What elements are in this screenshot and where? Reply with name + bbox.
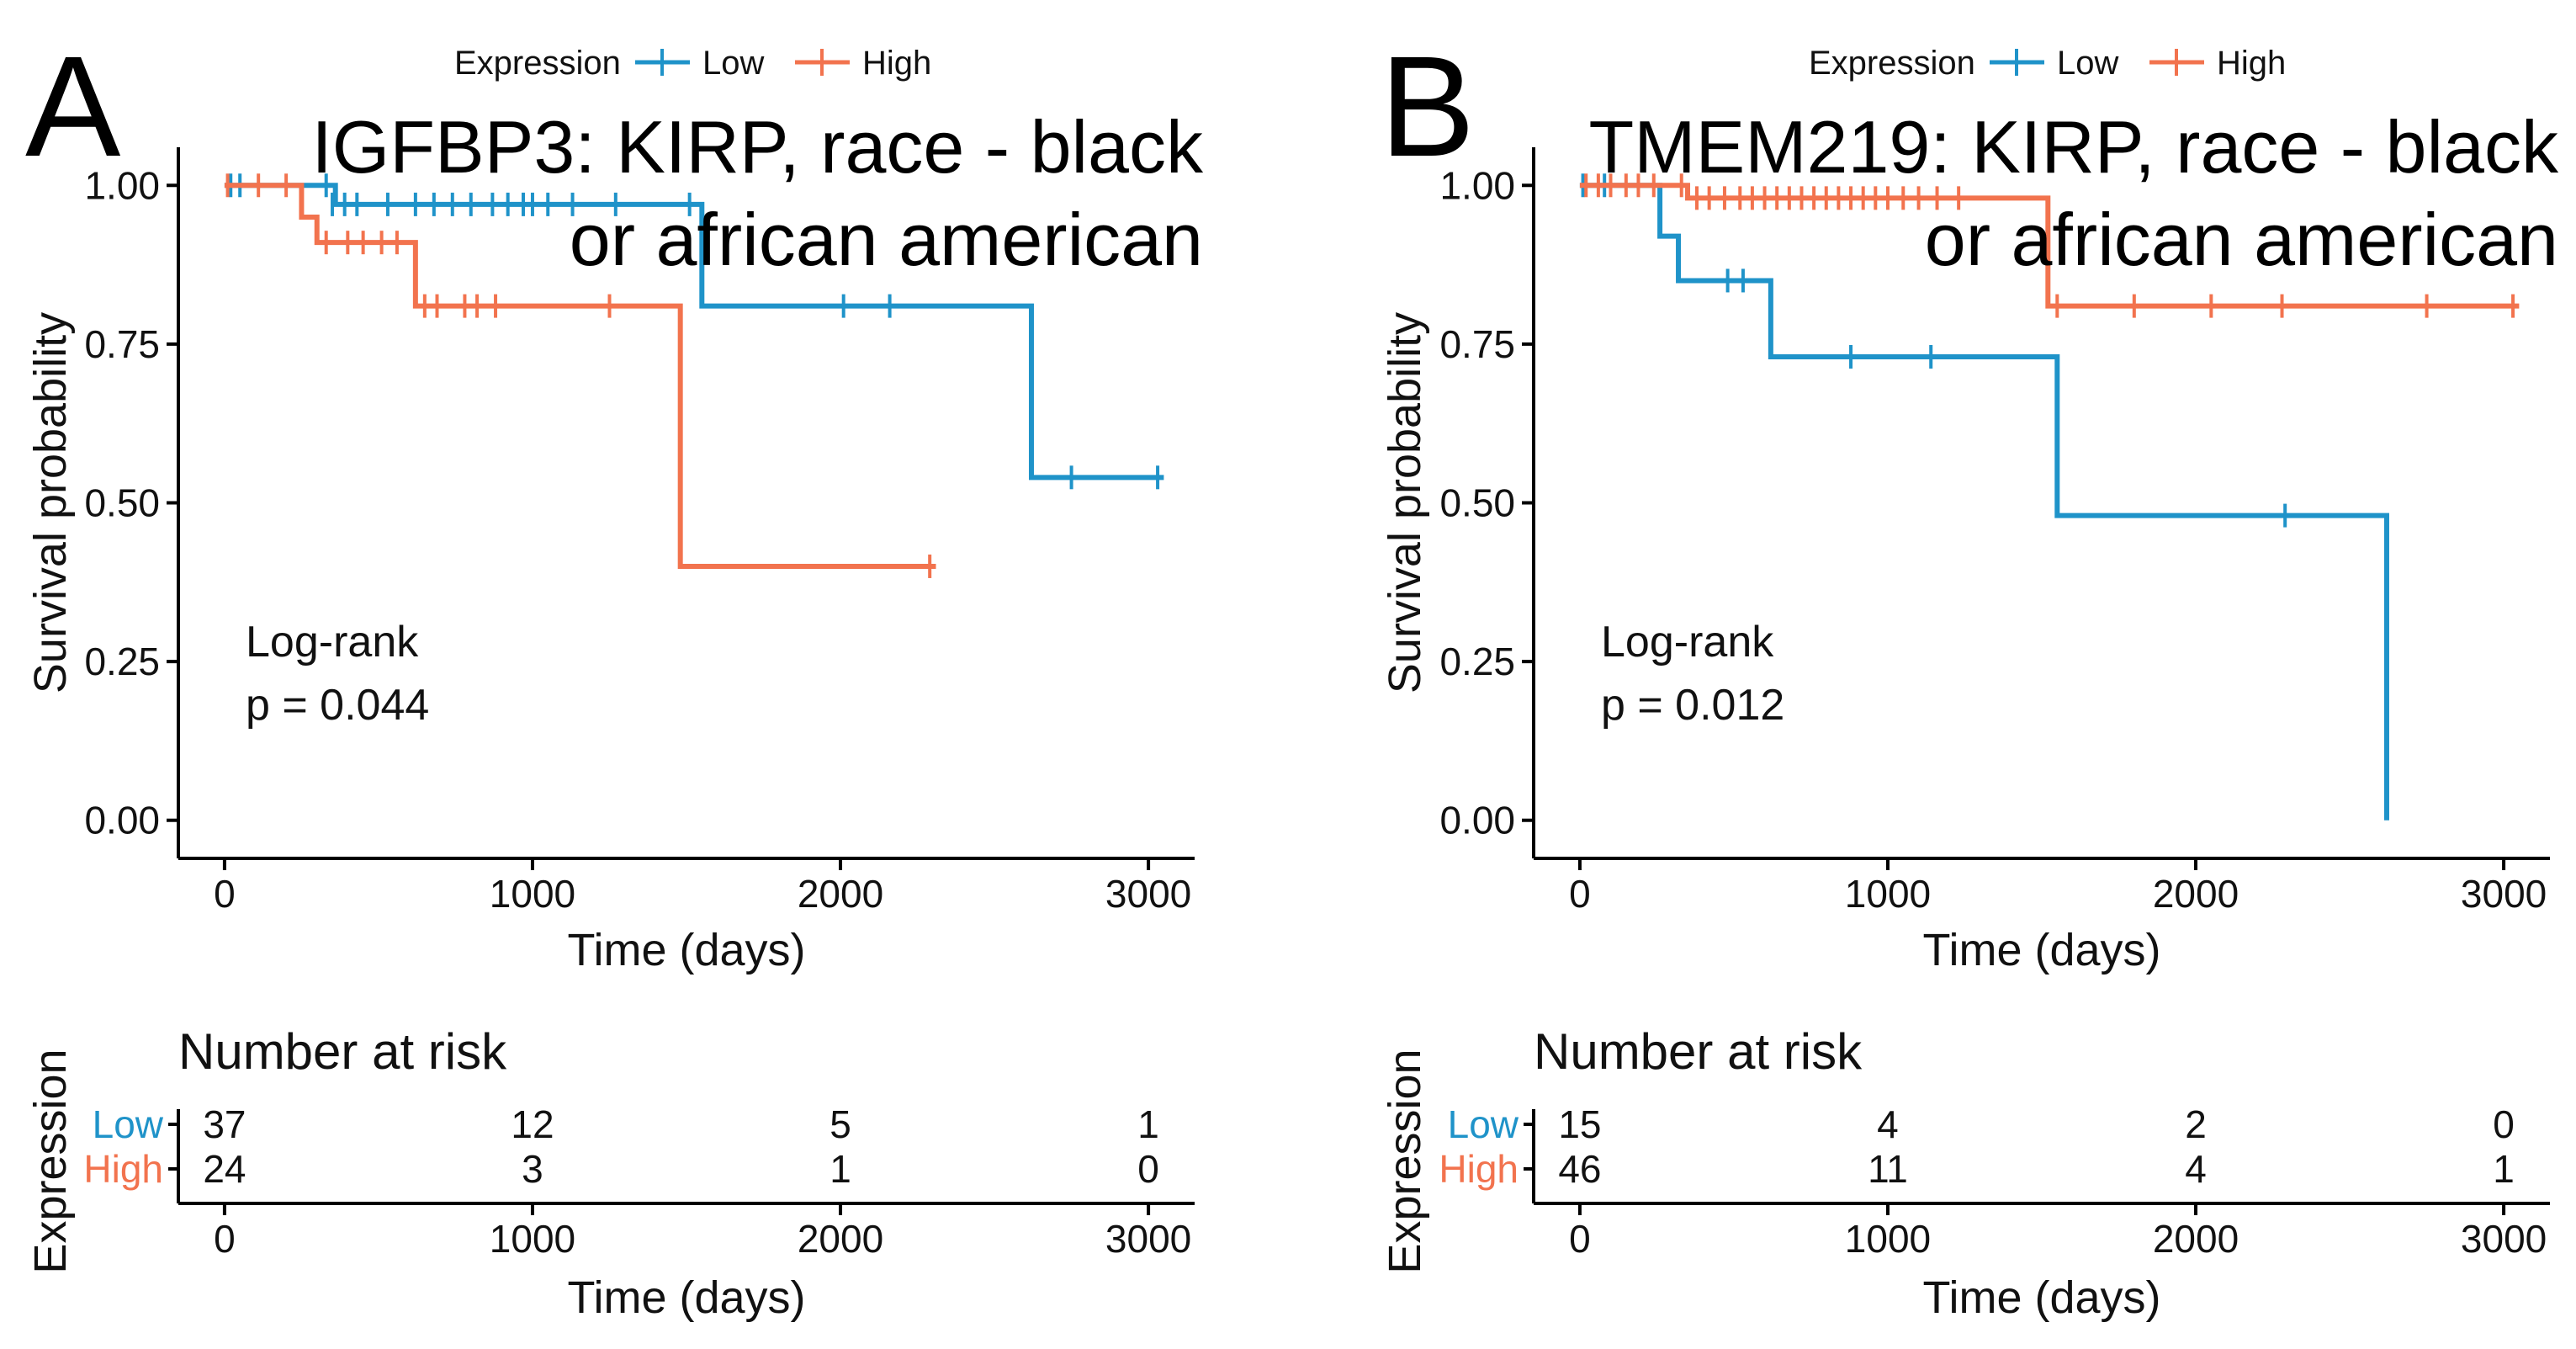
risk-count-low: 5 — [830, 1102, 851, 1146]
risk-count-high: 24 — [203, 1147, 246, 1191]
chart-title-line1: IGFBP3: KIRP, race - black — [311, 105, 1204, 189]
x-axis-label: Time (days) — [567, 925, 805, 975]
y-tick-label: 0.75 — [1439, 322, 1515, 366]
risk-x-axis-label: Time (days) — [1922, 1272, 2160, 1323]
risk-y-axis-label: Expression — [1380, 1049, 1430, 1273]
chart-title-line2: or african american — [1925, 198, 2558, 281]
y-tick-label: 0.00 — [1439, 799, 1515, 842]
risk-count-high: 1 — [2493, 1147, 2515, 1191]
risk-count-low: 1 — [1137, 1102, 1159, 1146]
y-tick-label: 0.50 — [1439, 481, 1515, 525]
logrank-pvalue: p = 0.012 — [1601, 681, 1784, 730]
risk-x-tick-label: 2000 — [2153, 1217, 2239, 1261]
y-tick-label: 1.00 — [84, 163, 160, 207]
x-tick-label: 2000 — [2153, 872, 2239, 916]
risk-count-low: 37 — [203, 1102, 246, 1146]
risk-row-label-low: Low — [1448, 1102, 1519, 1146]
risk-count-high: 46 — [1558, 1147, 1601, 1191]
legend-high-label: High — [862, 45, 931, 82]
risk-count-high: 4 — [2185, 1147, 2207, 1191]
legend-high-label: High — [2217, 45, 2286, 82]
legend-title: Expression — [1809, 45, 1975, 82]
risk-count-low: 15 — [1558, 1102, 1601, 1146]
risk-count-low: 4 — [1877, 1102, 1899, 1146]
x-tick-label: 1000 — [1845, 872, 1931, 916]
risk-x-tick-label: 0 — [214, 1217, 236, 1261]
curve-high — [1579, 183, 2520, 309]
x-tick-label: 3000 — [2461, 872, 2547, 916]
x-tick-label: 0 — [214, 872, 236, 916]
risk-row-label-low: Low — [93, 1102, 164, 1146]
risk-x-tick-label: 1000 — [1845, 1217, 1931, 1261]
x-tick-label: 2000 — [798, 872, 883, 916]
risk-count-low: 0 — [2493, 1102, 2515, 1146]
x-tick-label: 3000 — [1105, 872, 1191, 916]
risk-x-axis-label: Time (days) — [567, 1272, 805, 1323]
chart-title-line1: TMEM219: KIRP, race - black — [1588, 105, 2559, 189]
risk-x-tick-label: 0 — [1569, 1217, 1591, 1261]
legend-low-label: Low — [2057, 45, 2118, 82]
logrank-label: Log-rank — [246, 618, 419, 667]
panel-label: A — [25, 27, 121, 187]
risk-count-high: 0 — [1137, 1147, 1159, 1191]
y-tick-label: 0.25 — [1439, 640, 1515, 683]
risk-x-tick-label: 1000 — [490, 1217, 575, 1261]
risk-table-title: Number at risk — [1534, 1023, 1863, 1080]
y-tick-label: 0.00 — [84, 799, 160, 842]
y-axis-label: Survival probability — [25, 312, 76, 693]
risk-x-tick-label: 2000 — [798, 1217, 883, 1261]
risk-row-label-high: High — [1439, 1147, 1519, 1191]
legend: Expression Low High — [454, 45, 931, 82]
risk-table-title: Number at risk — [178, 1023, 507, 1080]
risk-x-tick-label: 3000 — [1105, 1217, 1191, 1261]
y-axis-label: Survival probability — [1380, 312, 1430, 693]
x-tick-label: 0 — [1569, 872, 1591, 916]
logrank-pvalue: p = 0.044 — [246, 681, 429, 730]
x-tick-label: 1000 — [490, 872, 575, 916]
chart-title-line2: or african american — [570, 198, 1203, 281]
legend-low-label: Low — [702, 45, 764, 82]
risk-count-high: 3 — [522, 1147, 543, 1191]
x-axis-label: Time (days) — [1922, 925, 2160, 975]
legend-title: Expression — [454, 45, 621, 82]
risk-count-high: 1 — [830, 1147, 851, 1191]
y-tick-label: 1.00 — [1439, 163, 1515, 207]
risk-row-label-high: High — [83, 1147, 163, 1191]
y-tick-label: 0.50 — [84, 481, 160, 525]
curve-low — [224, 183, 1164, 481]
risk-count-high: 11 — [1868, 1147, 1908, 1191]
risk-count-low: 2 — [2185, 1102, 2207, 1146]
logrank-label: Log-rank — [1601, 618, 1774, 667]
risk-y-axis-label: Expression — [25, 1049, 76, 1273]
curve-high — [224, 183, 936, 569]
risk-count-low: 12 — [511, 1102, 554, 1146]
legend: Expression Low High — [1809, 45, 2286, 82]
risk-x-tick-label: 3000 — [2461, 1217, 2547, 1261]
y-tick-label: 0.25 — [84, 640, 160, 683]
panel-label: B — [1380, 27, 1475, 187]
y-tick-label: 0.75 — [84, 322, 160, 366]
curve-low — [1579, 183, 2389, 821]
